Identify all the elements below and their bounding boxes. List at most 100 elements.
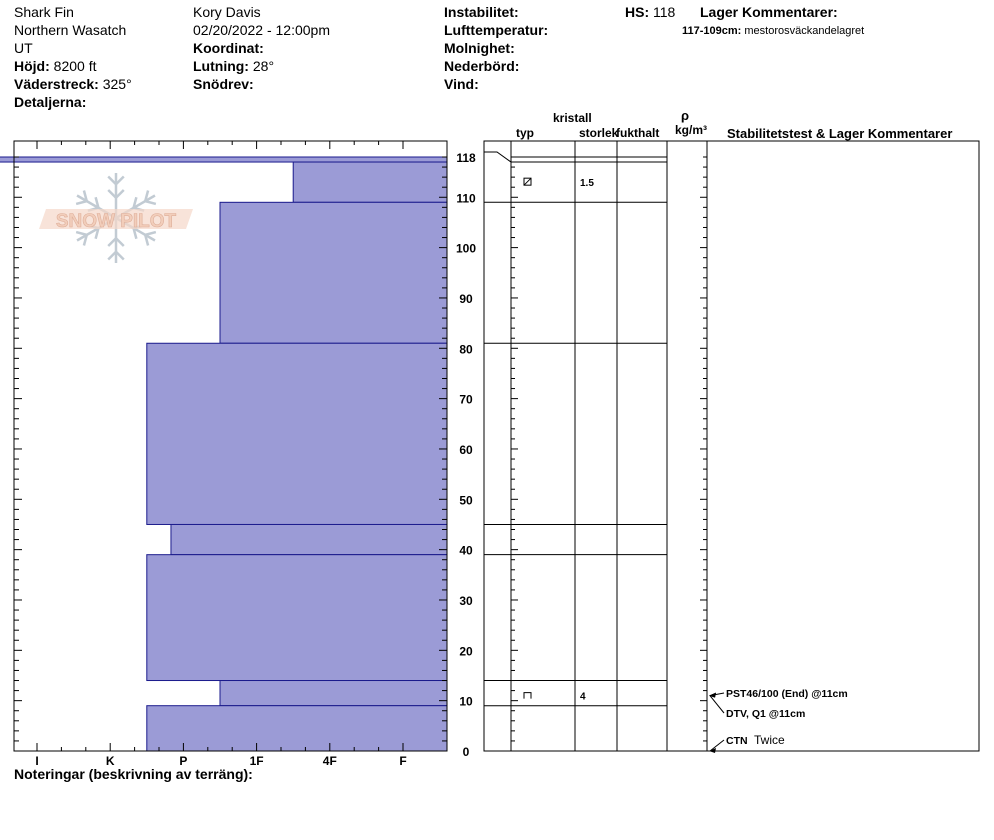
layer-comment-range: 117-109cm:	[682, 25, 742, 37]
col-density-unit: kg/m³	[675, 123, 708, 137]
height-tick-label-118: 118	[456, 151, 476, 165]
test-arrow-head-1	[709, 692, 716, 698]
height-tick-label-50: 50	[459, 493, 473, 507]
flake-branch	[115, 237, 125, 247]
hs-value: 118	[653, 4, 676, 20]
height-tick-label-100: 100	[456, 242, 476, 256]
hardness-bar-7	[146, 705, 448, 752]
flake-branch	[82, 190, 88, 202]
flake-branch	[94, 227, 100, 240]
grain-square	[523, 177, 532, 186]
col-stability: Stabilitetstest & Lager Kommentarer	[727, 126, 953, 141]
hardness-bar-5	[146, 554, 448, 682]
flake-branch	[94, 196, 100, 209]
hs-label: HS:	[625, 4, 650, 20]
height-tick-label-0: 0	[463, 745, 470, 759]
flake-branch	[132, 227, 138, 240]
coordinate-label: Koordinat:	[193, 40, 264, 56]
hardness-bar-2	[219, 201, 448, 344]
drift-label: Snödrev:	[193, 76, 254, 92]
grain-slash	[523, 177, 532, 186]
flake-branch	[107, 175, 117, 186]
notes-label: Noteringar (beskrivning av terräng):	[14, 766, 253, 782]
airtemp-label: Lufttemperatur:	[444, 22, 549, 38]
height-tick-label-40: 40	[459, 544, 473, 558]
snowpilot-logo: SNOW PILOT	[39, 173, 193, 263]
flake-branch	[107, 189, 117, 199]
hardness-bar-6	[219, 680, 448, 707]
faceted-rounded-icon	[523, 177, 532, 186]
elevation-value: 8200 ft	[53, 58, 97, 74]
height-tick-label-30: 30	[459, 594, 473, 608]
flake-branch	[115, 175, 125, 186]
hardness-bar-4	[170, 523, 448, 556]
site-name: Shark Fin	[14, 4, 74, 20]
stability-test-label-2: CTN	[726, 735, 748, 747]
height-tick-label-90: 90	[459, 292, 473, 306]
col-size: storlek	[579, 126, 619, 140]
clouds-label: Molnighet:	[444, 40, 515, 56]
col-type: typ	[516, 126, 534, 140]
flake-branch	[115, 189, 125, 199]
hardness-bar-1	[292, 161, 448, 203]
layer-comment-row: 117-109cm: mestorosväckandelagret	[682, 23, 864, 40]
slope-value: 28°	[252, 58, 275, 74]
layer-comment-text: mestorosväckandelagret	[744, 25, 865, 37]
height-tick-label-110: 110	[456, 191, 476, 205]
precip-label: Nederbörd:	[444, 58, 520, 74]
logo-text: SNOW PILOT	[56, 211, 177, 232]
stability-test-label-1: DTV, Q1 @11cm	[726, 708, 805, 720]
grain-size-0: 1.5	[580, 178, 594, 189]
height-tick-label-10: 10	[459, 695, 473, 709]
hardness-label-K: K	[106, 754, 115, 768]
observation-datetime: 02/20/2022 - 12:00pm	[193, 22, 330, 38]
hardness-label-I: I	[35, 754, 38, 768]
hardness-bar-3	[146, 342, 448, 525]
flake-branch	[144, 199, 157, 206]
grain-hoar	[523, 692, 532, 699]
aspect-label: Väderstreck:	[14, 76, 99, 92]
profile-frame	[13, 140, 448, 752]
depth-hoar-icon	[523, 692, 532, 699]
test-arrow-line-1	[709, 695, 725, 714]
elevation-label: Höjd:	[14, 58, 50, 74]
stability-test-note-2: Twice	[754, 733, 785, 747]
hardness-label-4F: 4F	[323, 754, 337, 768]
col-moisture: fukthalt	[616, 126, 660, 140]
flake-branch	[144, 190, 150, 202]
col-rho: ρ	[681, 108, 690, 123]
aspect-row: Väderstreck: 325°	[14, 76, 132, 93]
flake-branch	[75, 230, 88, 237]
wind-label: Vind:	[444, 76, 479, 92]
hardness-label-P: P	[179, 754, 187, 768]
flake-branch	[107, 250, 117, 261]
test-arrow-head-2	[709, 748, 716, 753]
height-tick-label-70: 70	[459, 393, 473, 407]
test-arrow-line-2	[709, 739, 725, 752]
layer-comments-label: Lager Kommentarer:	[700, 4, 838, 20]
flake-branch	[144, 234, 150, 246]
flake-branch	[115, 250, 125, 261]
instability-label: Instabilitet:	[444, 4, 519, 20]
hardness-label-1F: 1F	[250, 754, 264, 768]
flake-branch	[144, 230, 157, 237]
details-label: Detaljerna:	[14, 94, 87, 110]
flake-branch	[107, 237, 117, 247]
grain-size-1: 4	[580, 692, 586, 703]
logo-band	[39, 209, 193, 229]
boundary-connector-top	[484, 151, 512, 163]
height-tick-label-20: 20	[459, 644, 473, 658]
slope-label: Lutning:	[193, 58, 249, 74]
hardness-label-F: F	[399, 754, 406, 768]
state-name: UT	[14, 40, 33, 56]
height-tick-label-80: 80	[459, 342, 473, 356]
aspect-value: 325°	[102, 76, 132, 92]
flake-branch	[82, 234, 88, 246]
flake-branch	[75, 199, 88, 206]
elevation-row: Höjd: 8200 ft	[14, 58, 96, 75]
hardness-bar-0	[0, 156, 448, 163]
observer-name: Kory Davis	[193, 4, 261, 20]
table-frame	[483, 140, 980, 752]
hs-row: HS: 118	[625, 4, 675, 21]
